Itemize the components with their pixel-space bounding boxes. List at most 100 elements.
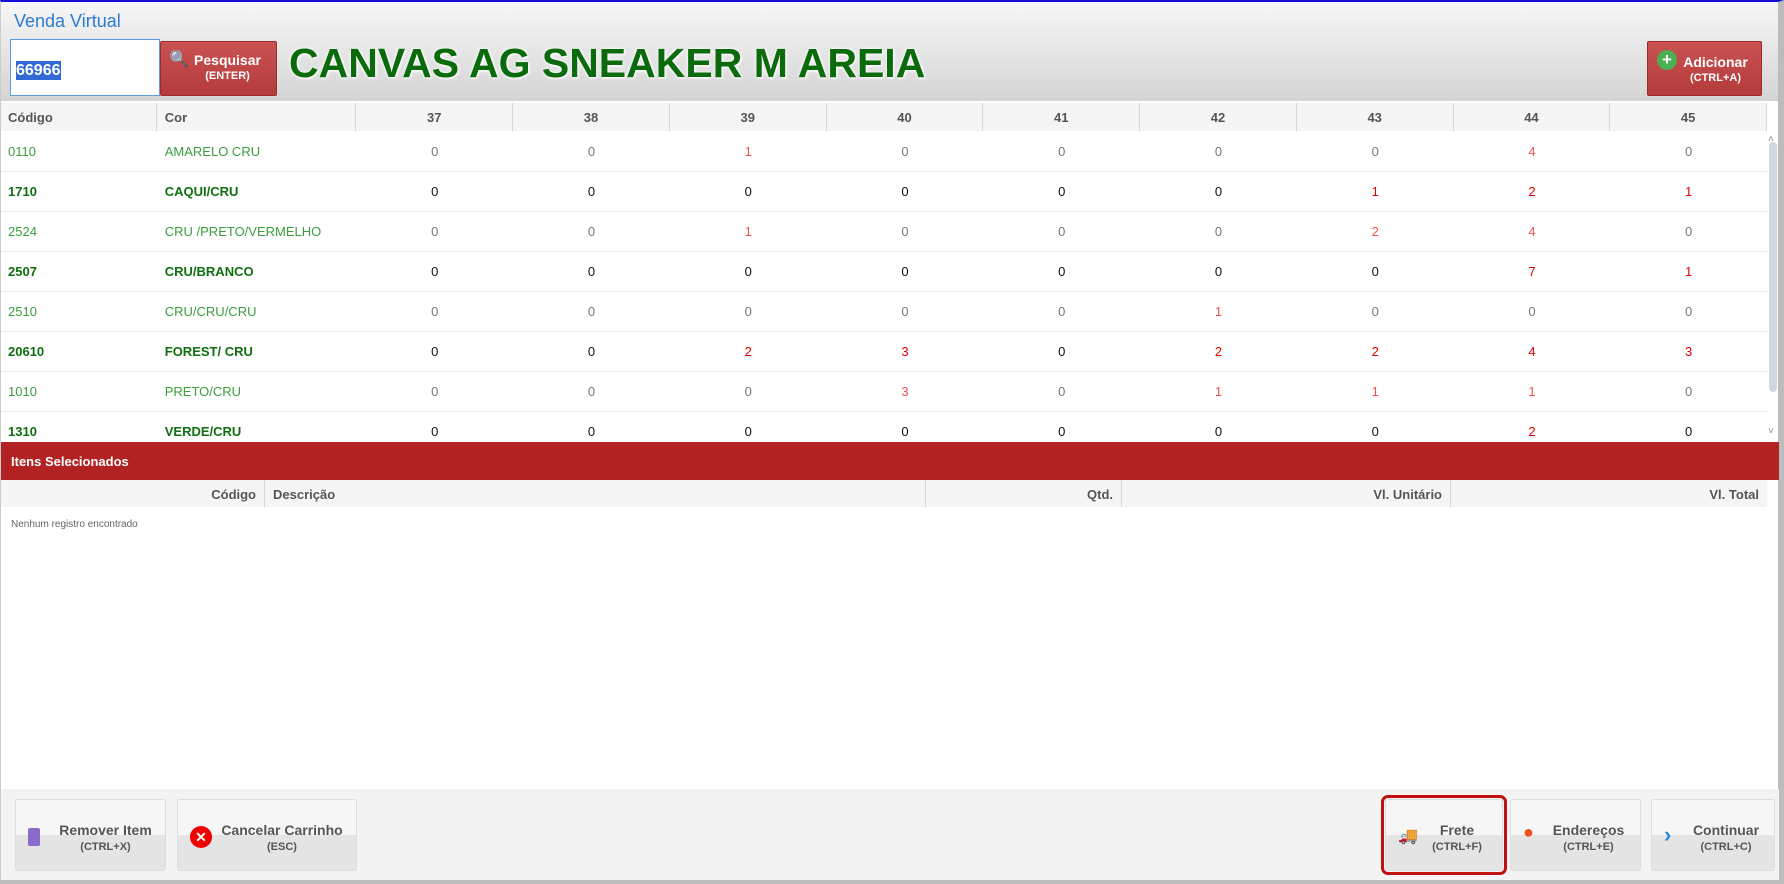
scroll-down-icon[interactable]: ˅ — [1768, 426, 1774, 437]
cancel-cart-shortcut: (ESC) — [267, 841, 297, 853]
size-qty-cell: 0 — [587, 304, 596, 319]
row-color: CRU/CRU/CRU — [164, 304, 257, 319]
grid-header-cell[interactable]: 38 — [513, 103, 670, 131]
grid-header-cell[interactable]: 45 — [1610, 103, 1768, 131]
row-color: VERDE/CRU — [164, 424, 242, 439]
size-qty-cell: 0 — [587, 224, 596, 239]
row-code: 2507 — [8, 264, 37, 279]
size-qty-cell: 0 — [1685, 224, 1693, 239]
size-qty-cell: 1 — [1214, 384, 1223, 399]
trash-icon — [28, 828, 40, 846]
size-qty-cell: 1 — [1214, 304, 1223, 319]
size-qty-cell: 0 — [901, 264, 909, 279]
size-qty-cell: 0 — [1371, 144, 1379, 159]
continue-label: Continuar — [1692, 822, 1760, 838]
col-unit-price: Vl. Unitário — [1122, 480, 1451, 507]
col-qty: Qtd. — [926, 480, 1122, 507]
col-code: Código — [1, 480, 265, 507]
grid-header-cell[interactable]: 44 — [1454, 103, 1611, 131]
size-qty-cell: 1 — [1528, 384, 1536, 399]
size-qty-cell: 0 — [1214, 264, 1223, 279]
grid-header-cell[interactable]: 42 — [1140, 103, 1297, 131]
addresses-button[interactable]: ● Endereços (CTRL+E) — [1510, 799, 1641, 871]
close-circle-icon: ✕ — [190, 826, 212, 848]
row-color: CRU/BRANCO — [164, 264, 254, 279]
grid-header-cell[interactable]: 39 — [670, 103, 827, 131]
size-qty-cell: 0 — [901, 224, 909, 239]
size-qty-cell: 0 — [1685, 424, 1693, 439]
size-qty-cell: 2 — [1214, 344, 1223, 359]
remove-item-button[interactable]: Remover Item (CTRL+X) — [15, 799, 166, 871]
size-qty-cell: 4 — [1528, 144, 1536, 159]
grid-row[interactable]: 2524 CRU /PRETO/VERMELHO 0 0 1 0 0 0 2 4 0 — [1, 212, 1767, 252]
search-button[interactable]: 🔍 Pesquisar (ENTER) — [160, 41, 277, 96]
size-qty-cell: 0 — [431, 424, 439, 439]
grid-row[interactable]: 20610 FOREST/ CRU 0 0 2 3 0 2 2 4 3 — [1, 332, 1767, 372]
remove-item-label: Remover Item — [59, 822, 152, 838]
grid-row[interactable]: 1710 CAQUI/CRU 0 0 0 0 0 0 1 2 1 — [1, 172, 1767, 212]
scroll-up-icon[interactable]: ˄ — [1768, 134, 1774, 145]
add-button-shortcut: (CTRL+A) — [1689, 72, 1742, 84]
size-qty-cell: 2 — [1528, 184, 1536, 199]
grid-row[interactable]: 2510 CRU/CRU/CRU 0 0 0 0 0 1 0 0 0 — [1, 292, 1767, 332]
size-qty-cell: 0 — [744, 304, 752, 319]
continue-button[interactable]: › Continuar (CTRL+C) — [1651, 799, 1775, 871]
grid-row[interactable]: 2507 CRU/BRANCO 0 0 0 0 0 0 0 7 1 — [1, 252, 1767, 292]
size-qty-cell: 0 — [744, 264, 752, 279]
size-qty-cell: 0 — [431, 224, 439, 239]
row-code: 1310 — [8, 424, 37, 439]
grid-header-cell[interactable]: 43 — [1297, 103, 1454, 131]
add-button-label: Adicionar — [1683, 54, 1748, 70]
size-qty-cell: 0 — [1058, 384, 1066, 399]
size-qty-cell: 0 — [1214, 224, 1223, 239]
grid-row[interactable]: 1010 PRETO/CRU 0 0 0 3 0 1 1 1 0 — [1, 372, 1767, 412]
search-button-label: Pesquisar — [194, 52, 261, 68]
grid-header-cell[interactable]: 41 — [983, 103, 1141, 131]
cancel-cart-button[interactable]: ✕ Cancelar Carrinho (ESC) — [177, 799, 357, 871]
grid-row[interactable]: 0110 AMARELO CRU 0 0 1 0 0 0 0 4 0 — [1, 132, 1767, 172]
size-qty-cell: 0 — [587, 344, 596, 359]
size-qty-cell: 0 — [1214, 184, 1223, 199]
grid-header-cell[interactable]: 37 — [356, 103, 514, 131]
grid-scrollbar[interactable] — [1769, 142, 1777, 392]
size-qty-cell: 1 — [1371, 184, 1379, 199]
grid-header-cell[interactable]: Código — [1, 103, 157, 131]
size-qty-cell: 0 — [1528, 304, 1536, 319]
continue-shortcut: (CTRL+C) — [1700, 841, 1752, 853]
size-qty-cell: 4 — [1528, 344, 1536, 359]
freight-label: Frete — [1439, 822, 1475, 838]
size-qty-cell: 0 — [587, 384, 596, 399]
col-description: Descrição — [265, 480, 926, 507]
freight-button[interactable]: 🚚 Frete (CTRL+F) — [1381, 795, 1507, 875]
addresses-label: Endereços — [1552, 822, 1625, 838]
row-color: AMARELO CRU — [164, 144, 261, 159]
size-qty-cell: 0 — [1058, 424, 1066, 439]
row-code: 1010 — [8, 384, 37, 399]
grid-header-cell[interactable]: Cor — [157, 103, 357, 131]
stock-grid-body: 0110 AMARELO CRU 0 0 1 0 0 0 0 4 0 1710 CAQUI/CRU 0 0 0… — [1, 132, 1767, 442]
map-pin-icon: ● — [1523, 822, 1534, 842]
grid-header: Código Cor 37 38 39 40 41 42 43 44 45 — [1, 103, 1768, 131]
size-qty-cell: 1 — [1371, 384, 1379, 399]
size-qty-cell: 2 — [1371, 344, 1379, 359]
size-qty-cell: 0 — [1685, 304, 1693, 319]
row-code: 0110 — [8, 144, 36, 159]
size-qty-cell: 7 — [1528, 264, 1536, 279]
size-qty-cell: 0 — [1214, 424, 1223, 439]
size-qty-cell: 0 — [1058, 344, 1066, 359]
header-area — [1, 2, 1778, 101]
size-qty-cell: 0 — [744, 384, 752, 399]
product-name: CANVAS AG SNEAKER M AREIA — [289, 40, 926, 86]
grid-row[interactable]: 1310 VERDE/CRU 0 0 0 0 0 0 0 2 0 — [1, 412, 1767, 442]
size-qty-cell: 0 — [1685, 384, 1693, 399]
col-total: Vl. Total — [1709, 487, 1759, 502]
row-code: 20610 — [8, 344, 45, 359]
addresses-shortcut: (CTRL+E) — [1563, 841, 1614, 853]
size-qty-cell: 2 — [1371, 224, 1379, 239]
row-color: PRETO/CRU — [164, 384, 242, 399]
search-button-shortcut: (ENTER) — [205, 70, 250, 82]
grid-header-cell[interactable]: 40 — [827, 103, 984, 131]
add-button[interactable]: + Adicionar (CTRL+A) — [1647, 41, 1762, 96]
magnifier-icon: 🔍 — [169, 51, 189, 68]
search-input[interactable]: 66966 — [10, 39, 160, 96]
